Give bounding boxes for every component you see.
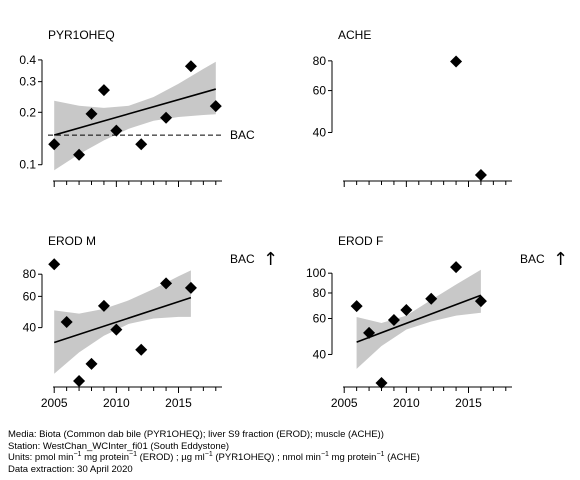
y-tick-label: 40 [23, 321, 37, 335]
trend-line [53, 296, 192, 344]
footer-units: Units: pmol min−1 mg protein−1 (EROD) ; … [8, 450, 420, 463]
x-tick-label: 2010 [393, 396, 420, 410]
data-point [97, 84, 110, 97]
bac-label: BAC [520, 252, 545, 266]
y-tick-label: 80 [313, 286, 327, 300]
data-point [110, 323, 123, 336]
data-point [400, 304, 413, 317]
data-point [73, 375, 86, 388]
trend-line [356, 294, 482, 343]
y-tick-label: 80 [23, 267, 37, 281]
x-tick-label: 2015 [455, 396, 482, 410]
y-tick-label: 40 [313, 347, 327, 361]
panel-pyr1oheq: PYR1OHEQ BAC 0.1 0.2 0.3 0.4 [19, 28, 255, 187]
footer-media: Media: Biota (Common dab bile (PYR1OHEQ)… [8, 429, 384, 440]
panel-erod-m: EROD M BAC ↑ 40 60 80 2005 2010 2015 [23, 234, 278, 410]
x-tick-label: 2015 [165, 396, 192, 410]
x-tick-label: 2005 [41, 396, 68, 410]
y-tick-label: 0.1 [19, 158, 36, 172]
data-point [474, 295, 487, 308]
y-tick-label: 100 [306, 266, 326, 280]
figure: PYR1OHEQ BAC 0.1 0.2 0.3 0.4 ACHE 40 60 80 EROD M B… [19, 28, 568, 410]
data-point [85, 107, 98, 120]
y-tick-label: 60 [313, 84, 327, 98]
data-point [48, 138, 61, 151]
data-point [135, 138, 148, 151]
data-point [474, 169, 487, 182]
data-point [60, 316, 73, 329]
y-tick-label: 60 [23, 289, 37, 303]
y-tick-label: 0.4 [19, 53, 36, 67]
x-tick-label: 2005 [331, 396, 358, 410]
y-tick-label: 60 [313, 311, 327, 325]
y-tick-label: 0.3 [19, 75, 36, 89]
data-point [425, 292, 438, 305]
footer-station: Station: WestChan_WCInter_fi01 (South Ed… [8, 440, 230, 452]
panel-title: PYR1OHEQ [48, 28, 115, 42]
data-point [110, 124, 123, 137]
y-tick-label: 80 [313, 54, 327, 68]
panel-erod-f: EROD F BAC ↑ 40 60 80 100 2005 2010 2015 [306, 234, 568, 410]
data-point [363, 326, 376, 339]
data-point [73, 148, 86, 161]
panel-title: EROD M [48, 234, 96, 248]
panel-title: ACHE [338, 28, 371, 42]
data-point [135, 343, 148, 356]
bac-up-arrow-icon: ↑ [263, 249, 278, 270]
data-point [350, 300, 363, 313]
bac-label: BAC [230, 252, 255, 266]
data-point [97, 299, 110, 312]
footer: Media: Biota (Common dab bile (PYR1OHEQ)… [8, 429, 420, 475]
panel-ache: ACHE 40 60 80 [313, 28, 512, 187]
confidence-band [54, 270, 191, 374]
y-tick-label: 0.2 [19, 105, 36, 119]
data-point [450, 55, 463, 68]
data-point [375, 377, 388, 389]
data-point [48, 258, 61, 271]
data-point [184, 60, 197, 73]
bac-up-arrow-icon: ↑ [553, 249, 568, 270]
data-point [209, 100, 222, 113]
data-point [160, 277, 173, 290]
footer-extraction: Data extraction: 30 April 2020 [8, 463, 133, 475]
data-point [85, 357, 98, 370]
y-tick-label: 40 [313, 125, 327, 139]
data-point [160, 111, 173, 124]
data-point [184, 281, 197, 294]
confidence-band [54, 61, 216, 171]
data-point [450, 261, 463, 274]
x-tick-label: 2010 [103, 396, 130, 410]
bac-label: BAC [230, 128, 255, 142]
data-point [387, 313, 400, 326]
panel-title: EROD F [338, 234, 383, 248]
trend-line [53, 88, 217, 136]
